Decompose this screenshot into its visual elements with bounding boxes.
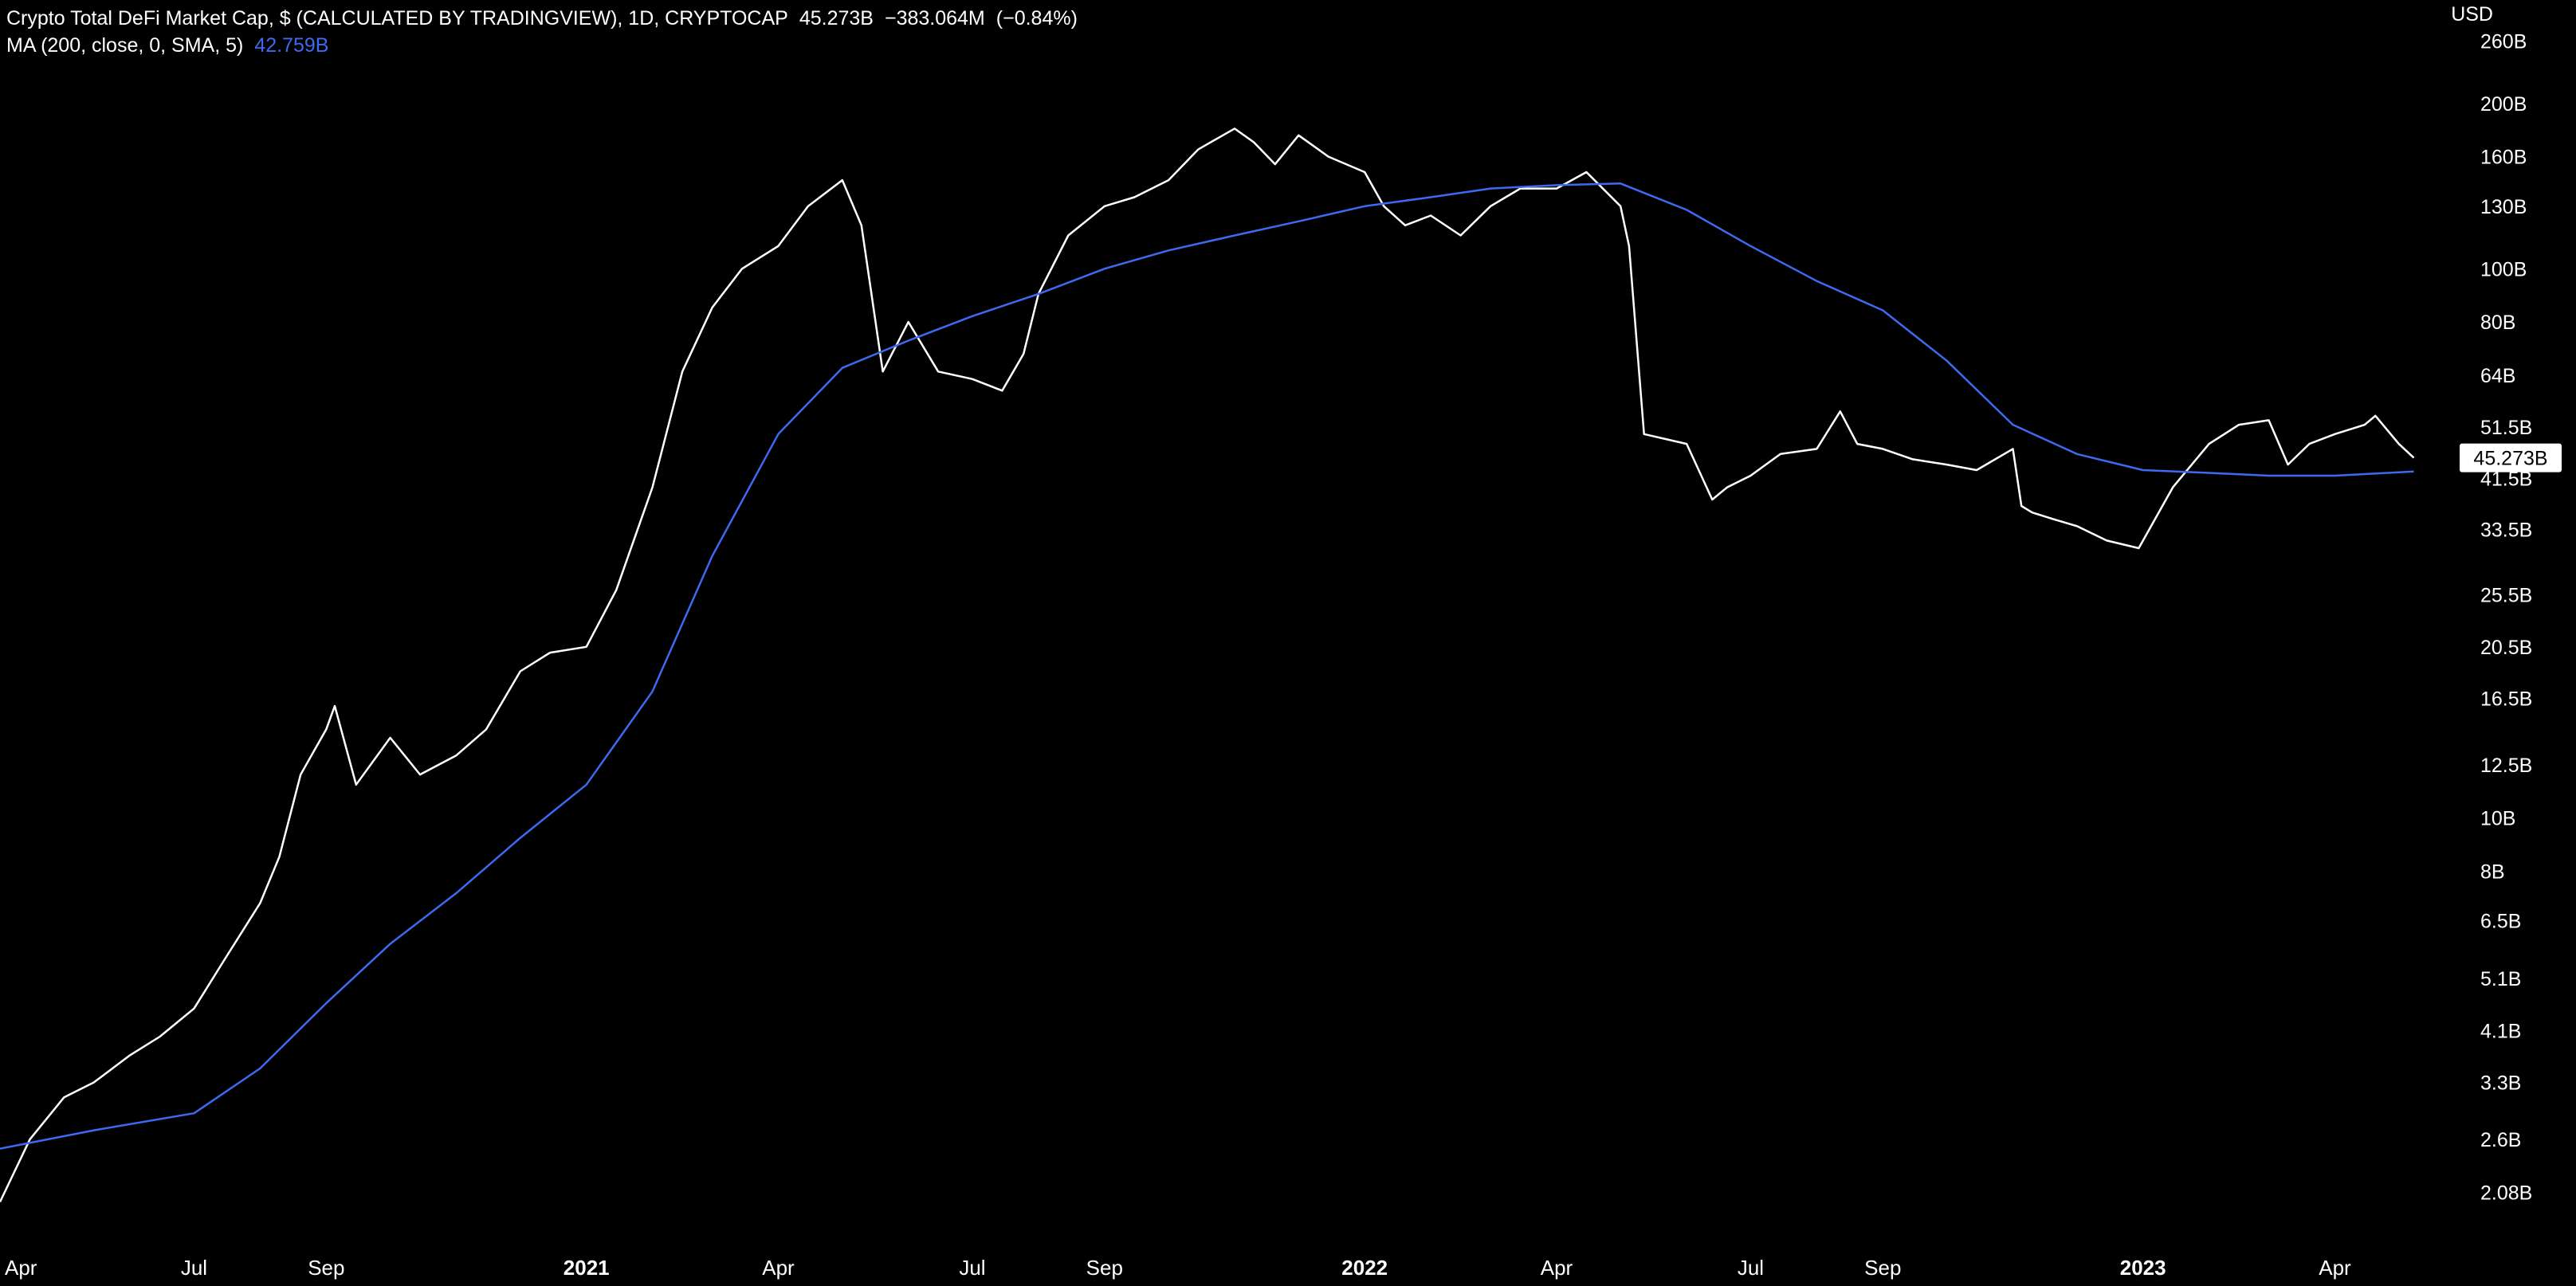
x-tick-label: 2022 [1341,1256,1388,1280]
x-tick-label: Sep [1864,1256,1901,1280]
y-tick-label: 10B [2480,808,2515,830]
y-tick-label: 33.5B [2480,519,2532,542]
last-price-label: 45.273B [2473,448,2547,470]
time-scale[interactable]: Apr Jul Sep 2021 Apr Jul Sep 2022 Apr Jul Sep 2023 A… [5,1256,2351,1280]
change-value: −383.064M [884,7,985,29]
x-tick-label: Apr [762,1256,795,1280]
x-tick-label: 2021 [564,1256,610,1280]
y-tick-label: 200B [2480,93,2527,116]
y-tick-label: 12.5B [2480,755,2532,777]
change-percent: (−0.84%) [995,7,1078,29]
last-price-tag: 45.273B [2460,443,2562,472]
last-price-tag-bg [2460,443,2562,472]
x-tick-label: Jul [181,1256,207,1280]
x-tick-label: 2023 [2120,1256,2166,1280]
y-tick-label: 5.1B [2480,968,2521,990]
y-tick-label: 16.5B [2480,688,2532,711]
y-tick-label: 51.5B [2480,417,2532,439]
ma-series-line[interactable] [0,182,2414,1150]
y-tick-label: 25.5B [2480,584,2532,606]
y-tick-label: 2.08B [2480,1182,2532,1205]
y-tick-label: 8B [2480,861,2505,883]
chart-legend: Crypto Total DeFi Market Cap, $ (CALCULA… [6,5,1089,59]
plot-area[interactable] [0,127,2415,1203]
y-tick-label: 3.3B [2480,1072,2521,1095]
currency-label: USD [2451,3,2493,25]
x-tick-label: Apr [1541,1256,1573,1280]
ma-legend-row[interactable]: MA (200, close, 0, SMA, 5) 42.759B [6,32,1089,59]
y-tick-label: 100B [2480,258,2527,280]
last-value: 45.273B [799,7,874,29]
y-tick-label: 64B [2480,365,2515,387]
x-tick-label: Apr [2319,1256,2351,1280]
price-scale[interactable]: USD 2.08B 2.6B 3.3B 4.1B 5.1B 6.5B 8B 10B 12.5B 1… [2451,3,2562,1205]
x-tick-label: Sep [308,1256,344,1280]
y-tick-label: 80B [2480,312,2515,334]
x-tick-label: Apr [5,1256,37,1280]
y-tick-label: 4.1B [2480,1021,2521,1043]
y-tick-label: 20.5B [2480,637,2532,659]
y-tick-label: 260B [2480,30,2527,53]
symbol-title: Crypto Total DeFi Market Cap, $ (CALCULA… [6,7,788,29]
x-tick-label: Jul [959,1256,985,1280]
y-tick-label: 2.6B [2480,1129,2521,1151]
y-tick-label: 130B [2480,196,2527,218]
x-tick-label: Jul [1738,1256,1764,1280]
y-tick-label: 160B [2480,147,2527,169]
ma-label: MA (200, close, 0, SMA, 5) [6,34,244,57]
y-tick-label: 6.5B [2480,911,2521,933]
price-series-line[interactable] [0,127,2415,1203]
ma-value: 42.759B [254,34,329,57]
x-tick-label: Sep [1086,1256,1123,1280]
symbol-legend-row[interactable]: Crypto Total DeFi Market Cap, $ (CALCULA… [6,5,1089,32]
